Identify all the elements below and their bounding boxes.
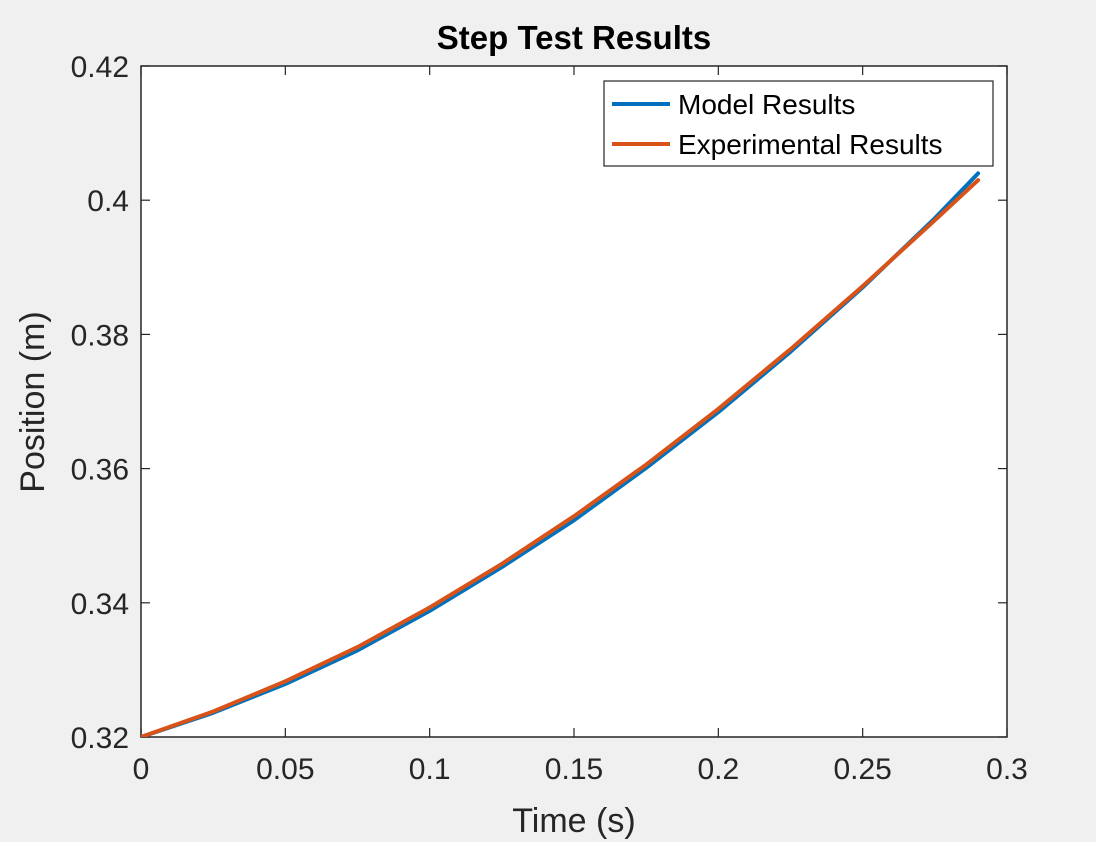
y-tick-label: 0.36 <box>71 454 129 487</box>
x-tick-label: 0.3 <box>986 753 1028 786</box>
legend-label-experimental-results: Experimental Results <box>678 129 943 160</box>
chart-title: Step Test Results <box>437 19 711 56</box>
legend[interactable]: Model Results Experimental Results <box>603 80 994 167</box>
x-tick-label: 0.25 <box>833 753 891 786</box>
x-axis-label: Time (s) <box>512 802 635 840</box>
series-lines <box>141 171 981 737</box>
legend-box <box>603 80 994 167</box>
y-tick-label: 0.34 <box>71 588 129 621</box>
y-tick-label: 0.32 <box>71 722 129 755</box>
x-tick-label: 0.05 <box>256 753 314 786</box>
plot-area <box>140 65 1008 738</box>
x-tick-label: 0.15 <box>545 753 603 786</box>
y-axis-label: Position (m) <box>14 311 52 492</box>
x-tick-label: 0.1 <box>409 753 451 786</box>
y-tick-label: 0.38 <box>71 319 129 352</box>
legend-label-model-results: Model Results <box>678 89 855 120</box>
ticks: 0 0.05 0.1 0.15 0.2 0.25 0.3 0.32 0.34 0.36 0.38 0.… <box>71 51 1028 786</box>
y-tick-label: 0.4 <box>87 185 129 218</box>
series-line-experimental-results <box>141 178 981 737</box>
y-tick-label: 0.42 <box>71 51 129 84</box>
x-tick-label: 0.2 <box>697 753 739 786</box>
x-tick-label: 0 <box>133 753 150 786</box>
